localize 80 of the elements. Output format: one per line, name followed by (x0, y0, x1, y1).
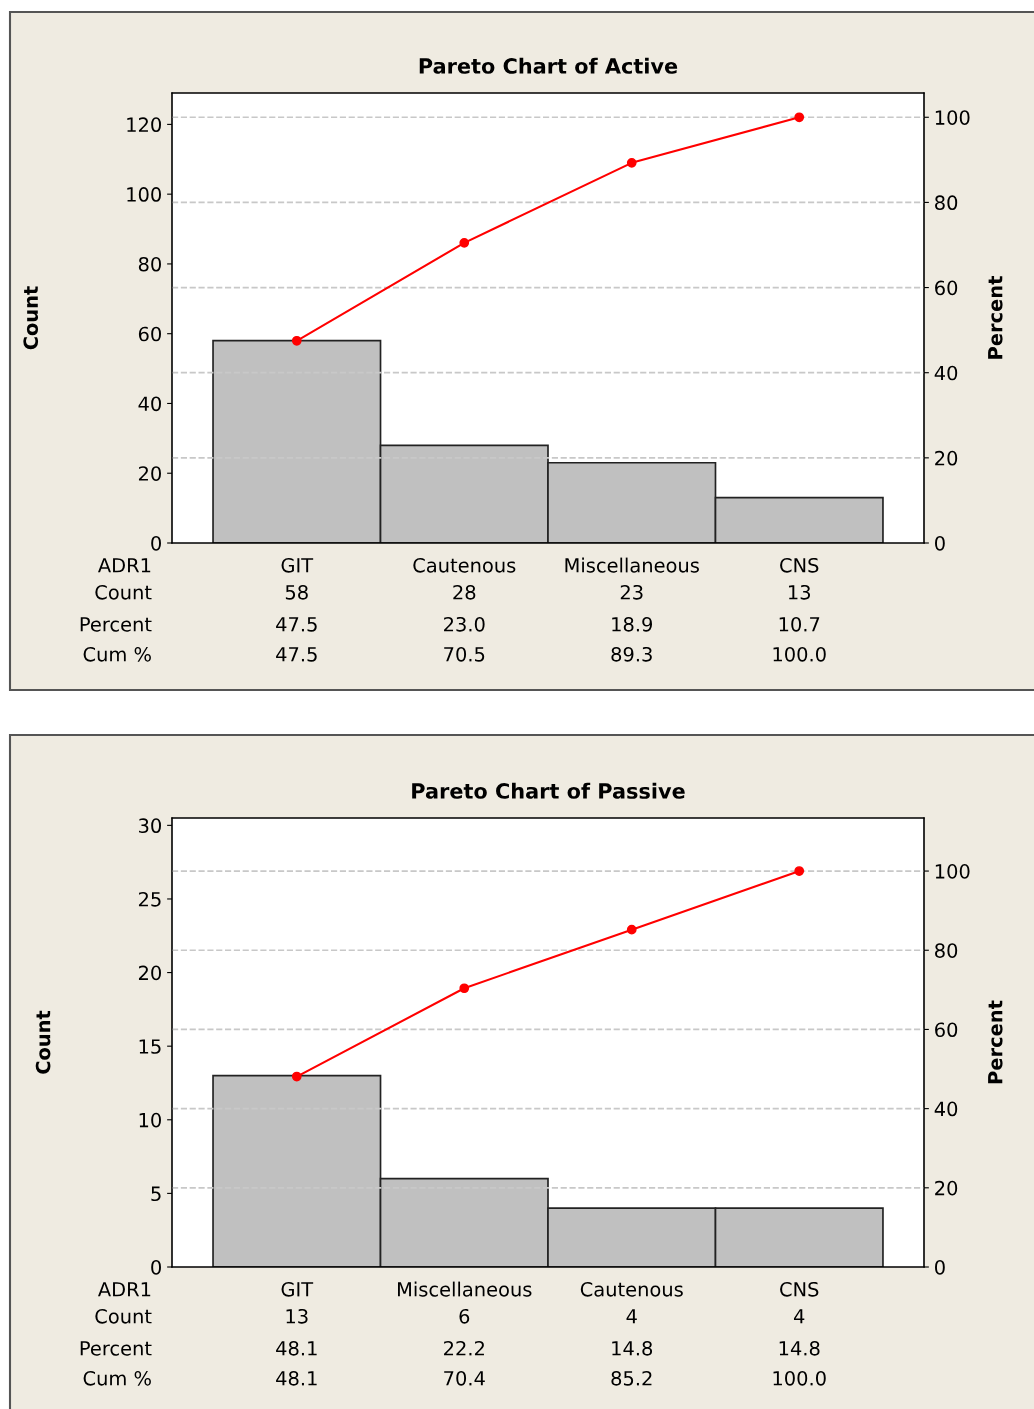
text: Count (95, 1308, 152, 1324)
y2-tick-label: 100 (935, 864, 970, 879)
x-tick-label: CNS (780, 1281, 819, 1297)
data-label: 28 (453, 584, 476, 600)
y2-tick-label: 100 (935, 110, 970, 125)
chart-title: Pareto Chart of Active (419, 57, 678, 74)
data-label: 6 (459, 1308, 470, 1324)
text: Count (95, 584, 152, 600)
point (626, 924, 637, 935)
chart-title: Pareto Chart of Passive (412, 782, 685, 799)
text: 48.1 (276, 1340, 317, 1356)
data-label: 23 (620, 584, 643, 600)
y-tick-label: 20 (138, 466, 161, 481)
text: Percent (80, 1341, 152, 1356)
data-label: 13 (286, 1308, 308, 1324)
y2-tick-label: 20 (935, 450, 958, 466)
y-tick-label: 5 (151, 1186, 161, 1202)
y-tick-label: 0 (151, 1259, 161, 1275)
y2-tick-label: 60 (935, 280, 958, 296)
data-label: 4 (793, 1309, 805, 1324)
text: 47.5 (276, 617, 317, 632)
data-label: 70.4 (444, 1370, 485, 1386)
y-tick-label: 10 (139, 1112, 161, 1128)
text: 23.0 (444, 616, 485, 632)
point (794, 866, 805, 876)
y-tick-label: 30 (139, 818, 161, 834)
point (291, 335, 302, 346)
data-label: 48.1 (276, 1370, 317, 1386)
x-axis-title: ADR1 (98, 1282, 151, 1297)
point (459, 237, 470, 248)
y-tick-label: 60 (138, 326, 161, 342)
y2-tick-label: 40 (934, 365, 958, 381)
data-label: 100.0 (773, 1370, 826, 1386)
y2-axis-title: Percent (988, 276, 1003, 359)
point (794, 112, 805, 123)
y-tick-label: 25 (138, 891, 161, 907)
data-label: 70.5 (444, 646, 485, 662)
point (291, 1071, 302, 1082)
x-tick-label: GIT (281, 1281, 314, 1297)
y2-axis-title: Percent (988, 1000, 1003, 1084)
text: Percent (80, 617, 152, 632)
text: 22.2 (444, 1340, 484, 1356)
text: Cum % (83, 646, 151, 662)
x-tick-label: Cautenous (413, 557, 516, 573)
y-axis-title: Count (35, 1010, 51, 1074)
y-tick-label: 0 (151, 535, 161, 551)
text: 10.7 (779, 616, 820, 632)
text: 18.9 (612, 616, 653, 632)
y2-tick-label: 0 (935, 1259, 945, 1275)
y2-tick-label: 80 (935, 195, 958, 211)
y-axis-title: Count (23, 286, 39, 350)
y-tick-label: 80 (138, 256, 161, 272)
text: Cum % (83, 1370, 151, 1386)
point (459, 983, 470, 994)
y-tick-label: 40 (138, 396, 161, 412)
y-tick-label: 120 (127, 117, 161, 133)
x-tick-label: CNS (780, 557, 819, 573)
data-label: 100.0 (773, 646, 826, 662)
y2-tick-label: 0 (935, 535, 945, 551)
y-tick-label: 100 (127, 187, 161, 202)
y2-tick-label: 60 (935, 1022, 958, 1038)
x-axis-title: ADR1 (98, 558, 151, 573)
y2-tick-label: 80 (935, 943, 958, 958)
x-tick-label: Miscellaneous (565, 557, 699, 573)
point (626, 157, 637, 168)
text: 14.8 (779, 1340, 820, 1356)
y2-tick-label: 40 (934, 1101, 958, 1117)
data-label: 89.3 (611, 646, 652, 662)
data-label: 47.5 (276, 647, 317, 662)
x-tick-label: Cautenous (580, 1281, 683, 1297)
data-label: 13 (788, 584, 811, 600)
text: 14.8 (612, 1340, 653, 1356)
y-tick-label: 20 (138, 965, 161, 981)
y-tick-label: 15 (139, 1039, 161, 1054)
data-label: 58 (285, 584, 308, 600)
data-label: 85.2 (611, 1370, 652, 1386)
data-label: 4 (626, 1309, 637, 1324)
y2-tick-label: 20 (935, 1180, 958, 1196)
x-tick-label: Miscellaneous (398, 1281, 532, 1297)
x-tick-label: GIT (281, 557, 314, 573)
